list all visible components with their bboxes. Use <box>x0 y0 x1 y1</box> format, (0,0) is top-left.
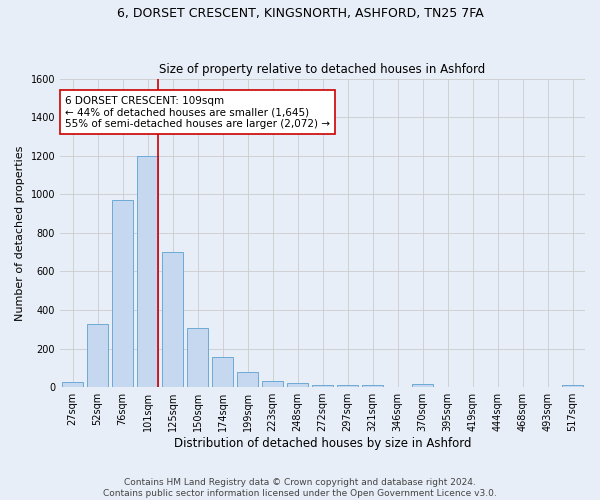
Bar <box>187 328 208 387</box>
Bar <box>312 385 333 387</box>
Y-axis label: Number of detached properties: Number of detached properties <box>15 145 25 320</box>
Bar <box>237 372 258 387</box>
Bar <box>412 384 433 387</box>
Bar <box>112 200 133 387</box>
Bar <box>62 382 83 387</box>
X-axis label: Distribution of detached houses by size in Ashford: Distribution of detached houses by size … <box>174 437 471 450</box>
Bar <box>87 324 108 387</box>
Bar <box>287 383 308 387</box>
Bar <box>337 385 358 387</box>
Text: 6 DORSET CRESCENT: 109sqm
← 44% of detached houses are smaller (1,645)
55% of se: 6 DORSET CRESCENT: 109sqm ← 44% of detac… <box>65 96 330 128</box>
Text: Contains HM Land Registry data © Crown copyright and database right 2024.
Contai: Contains HM Land Registry data © Crown c… <box>103 478 497 498</box>
Bar <box>362 385 383 387</box>
Bar <box>212 357 233 387</box>
Title: Size of property relative to detached houses in Ashford: Size of property relative to detached ho… <box>160 63 485 76</box>
Text: 6, DORSET CRESCENT, KINGSNORTH, ASHFORD, TN25 7FA: 6, DORSET CRESCENT, KINGSNORTH, ASHFORD,… <box>116 8 484 20</box>
Bar <box>562 385 583 387</box>
Bar <box>162 252 183 387</box>
Bar <box>262 382 283 387</box>
Bar <box>137 156 158 387</box>
